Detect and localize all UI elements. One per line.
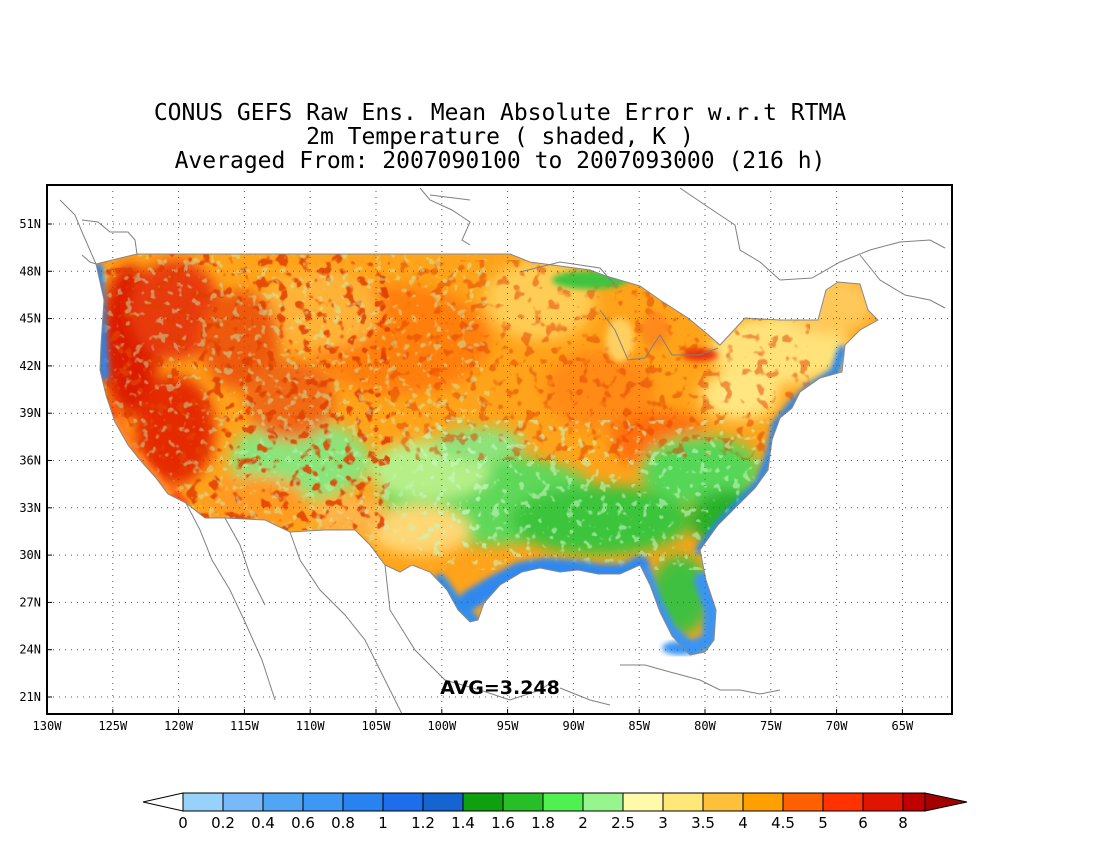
graticule [47,185,952,714]
lat-tick-label: 39N [19,406,41,420]
lon-tick-label: 110W [296,719,326,733]
colorbar-swatch [302,792,344,812]
colorbar-label: 6 [858,814,868,832]
colorbar-label: 1 [378,814,388,832]
colorbar-swatch [902,792,926,812]
lon-tick-label: 95W [497,719,519,733]
colorbar-swatch [582,792,624,812]
lat-tick-label: 27N [19,595,41,609]
colorbar-under-arrow [142,792,184,812]
map-title-line-1: CONUS GEFS Raw Ens. Mean Absolute Error … [153,100,847,126]
colorbar-swatch [622,792,664,812]
lat-tick-label: 45N [19,312,41,326]
shaded-field [96,254,878,655]
colorbar-label: 0.8 [331,814,355,832]
lat-tick-label: 42N [19,359,41,373]
map-title-line-2: 2m Temperature ( shaded, K ) [306,124,694,150]
lat-tick-label: 21N [19,690,41,704]
lon-tick-label: 90W [563,719,585,733]
colorbar-swatch [502,792,544,812]
colorbar-swatch [342,792,384,812]
lon-tick-label: 130W [33,719,63,733]
colorbar-swatch [182,792,224,812]
avg-label: AVG=3.248 [440,677,560,699]
lon-tick-label: 65W [892,719,914,733]
colorbar-swatch [662,792,704,812]
colorbar: 0 0.2 0.4 0.6 0.8 1 1.2 1.4 1.6 1.8 2 2.5 3 3.5 4 4.5 5 6… [142,792,968,832]
colorbar-label: 0.2 [211,814,235,832]
colorbar-label: 3 [658,814,668,832]
lat-tick-label: 33N [19,501,41,515]
lat-tick-label: 36N [19,454,41,468]
colorbar-label: 1.4 [451,814,475,832]
colorbar-label: 0.4 [251,814,275,832]
colorbar-swatch [422,792,464,812]
colorbar-label: 0 [178,814,188,832]
colorbar-swatch [742,792,784,812]
colorbar-label: 3.5 [691,814,715,832]
colorbar-swatch [262,792,304,812]
keys-shading [662,641,698,655]
lon-tick-label: 85W [628,719,650,733]
colorbar-label: 0.6 [291,814,315,832]
colorbar-label: 8 [898,814,908,832]
colorbar-label: 4.5 [771,814,795,832]
colorbar-swatch [822,792,864,812]
colorbar-swatch [862,792,904,812]
colorbar-over-arrow [924,792,968,812]
lat-tick-label: 24N [19,643,41,657]
colorbar-label: 5 [818,814,828,832]
lat-tick-label: 48N [19,264,41,278]
lon-tick-label: 115W [230,719,260,733]
lon-tick-label: 75W [760,719,782,733]
axis-ticks: 130W 125W 120W 115W 110W 105W 100W 95W 90W 85W 80W… [19,217,914,733]
colorbar-label: 1.6 [491,814,515,832]
lon-tick-label: 120W [164,719,194,733]
lat-tick-label: 51N [19,217,41,231]
lon-tick-label: 100W [427,719,457,733]
colorbar-label: 4 [738,814,748,832]
lon-tick-label: 80W [694,719,716,733]
colorbar-swatch [782,792,824,812]
lon-tick-label: 70W [826,719,848,733]
lon-tick-label: 105W [362,719,392,733]
colorbar-swatch [222,792,264,812]
colorbar-label: 2.5 [611,814,635,832]
colorbar-swatch [542,792,584,812]
colorbar-label: 1.2 [411,814,435,832]
map-outlines [59,187,946,714]
colorbar-label: 1.8 [531,814,555,832]
map-frame [46,184,953,715]
lat-tick-label: 30N [19,548,41,562]
lon-tick-label: 125W [98,719,128,733]
colorbar-swatch [702,792,744,812]
colorbar-swatch [382,792,424,812]
colorbar-swatch [462,792,504,812]
map-title-line-3: Averaged From: 2007090100 to 2007093000 … [174,148,826,174]
colorbar-label: 2 [578,814,588,832]
